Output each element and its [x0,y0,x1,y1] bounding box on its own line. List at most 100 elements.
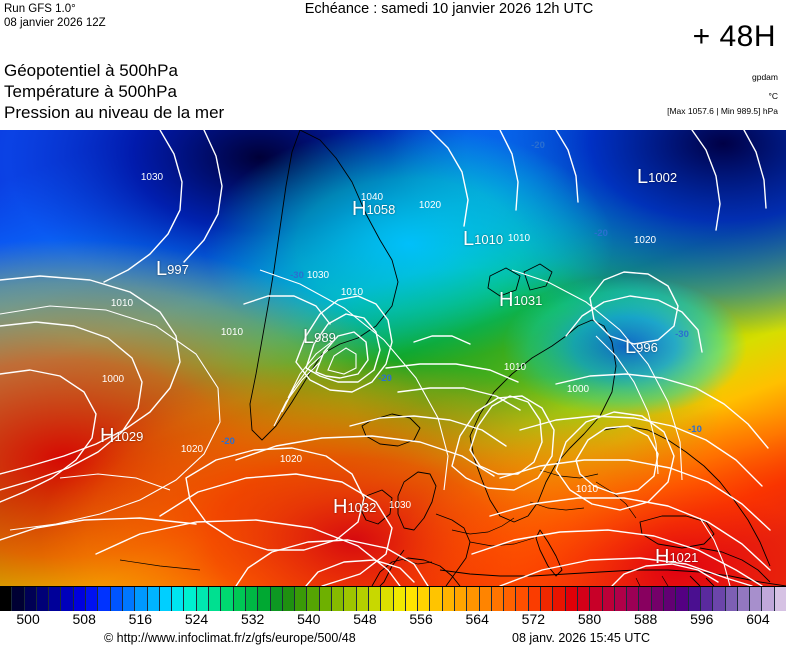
map-footer: © http://www.infoclimat.fr/z/gfs/europe/… [0,631,786,648]
colorbar-swatch [344,587,357,611]
unit-temperature: °C [768,91,778,101]
title-sea-level-pressure: Pression au niveau de la mer [4,103,225,122]
temperature-label: -30 [290,270,304,281]
colorbar-swatches [0,587,786,611]
colorbar-swatch [258,587,271,611]
colorbar-swatch [676,587,689,611]
temperature-contours [0,269,731,586]
colorbar-tick: 596 [690,611,714,627]
colorbar-swatch [172,587,185,611]
isobar-label: 1010 [576,484,599,495]
colorbar-swatch [491,587,505,611]
isobar-label: 1010 [111,298,134,309]
colorbar-swatch [295,587,308,611]
colorbar-swatch [405,587,419,611]
isobar-label: 1020 [419,200,442,211]
isobar-label: 1040 [361,192,384,203]
colorbar-swatch [196,587,210,611]
colorbar-tick: 508 [72,611,96,627]
geopotential-temperature-field [0,130,786,586]
colorbar-tick: 556 [409,611,433,627]
colorbar-swatch [479,587,492,611]
map-canvas[interactable]: .isoline{fill:none;stroke:#ffffff;stroke… [0,130,786,587]
colorbar-swatch [737,587,751,611]
colorbar-swatch [135,587,148,611]
temperature-label: -10 [688,424,702,435]
colorbar-tick: 588 [633,611,658,627]
colorbar-swatch [122,587,136,611]
colorbar-tick-labels: 500 508 516 524 532 540 548 556 564 572 580 588 596 6… [0,611,786,631]
isobar-label: 1020 [280,454,303,465]
colorbar-swatch [430,587,443,611]
colorbar-tick: 500 [16,611,40,627]
isobar-label: 1030 [389,500,412,511]
run-model-label: Run GFS 1.0° [4,3,76,15]
colorbar-swatch [381,587,394,611]
colorbar-swatch [393,587,406,611]
colorbar-tick: 580 [577,611,602,627]
unit-geopotential: gpdam [752,72,778,82]
colorbar[interactable] [0,587,786,611]
colorbar-tick: 540 [297,611,321,627]
colorbar-swatch [639,587,652,611]
temperature-label: -30 [675,329,689,340]
isobar-label: 1010 [221,327,244,338]
colorbar-swatch [664,587,677,611]
lead-time-label: + 48H [692,20,776,53]
isobar-label: 1030 [141,172,164,183]
map-title-block: Géopotentiel à 500hPa Température à 500h… [4,60,224,123]
isobar-label: 1020 [181,444,204,455]
colorbar-swatch [73,587,87,611]
coastlines [249,130,786,586]
colorbar-swatch [774,587,786,611]
map-field-svg: .isoline{fill:none;stroke:#ffffff;stroke… [0,130,786,586]
colorbar-tick: 548 [353,611,377,627]
map-header: Run GFS 1.0° 08 janvier 2026 12Z Echéanc… [0,0,786,130]
isobar-label: 1020 [634,235,657,246]
title-temperature: Température à 500hPa [4,82,177,101]
colorbar-swatch [750,587,763,611]
colorbar-swatch [356,587,369,611]
colorbar-swatch [577,587,591,611]
temperature-label: -20 [221,436,235,447]
colorbar-swatch [307,587,320,611]
isobar-label: 1030 [307,270,330,281]
colorbar-swatch [24,587,37,611]
colorbar-swatch [332,587,345,611]
colorbar-tick: 572 [521,611,546,627]
colorbar-tick: 564 [465,611,489,627]
colorbar-swatch [319,587,333,611]
colorbar-swatch [368,587,382,611]
colorbar-tick: 516 [128,611,153,627]
colorbar-swatch [110,587,123,611]
contour-labels: 1020 1020 1010 1030 1040 1030 1010 1000 1010 1010… [102,140,702,511]
colorbar-swatch [12,587,25,611]
colorbar-swatch [221,587,234,611]
isobar-label: 1000 [102,374,125,385]
credit-link[interactable]: © http://www.infoclimat.fr/z/gfs/europe/… [104,631,356,645]
colorbar-swatch [98,587,111,611]
isobars [0,130,771,586]
colorbar-swatch [270,587,283,611]
colorbar-tick: 524 [184,611,209,627]
colorbar-swatch [504,587,517,611]
forecast-validity-label: Echéance : samedi 10 janvier 2026 12h UT… [304,1,594,17]
colorbar-swatch [688,587,701,611]
colorbar-swatch [700,587,714,611]
colorbar-swatch [762,587,775,611]
colorbar-swatch [36,587,50,611]
colorbar-swatch [590,587,603,611]
isobar-label: 1000 [567,384,590,395]
colorbar-swatch [528,587,542,611]
colorbar-swatch [553,587,566,611]
colorbar-swatch [209,587,222,611]
colorbar-swatch [49,587,62,611]
country-borders [119,469,669,586]
colorbar-swatch [614,587,628,611]
temperature-label: -20 [378,373,392,384]
colorbar-swatch [602,587,615,611]
colorbar-swatch [233,587,246,611]
colorbar-tick: 532 [240,611,265,627]
colorbar-swatch [184,587,197,611]
